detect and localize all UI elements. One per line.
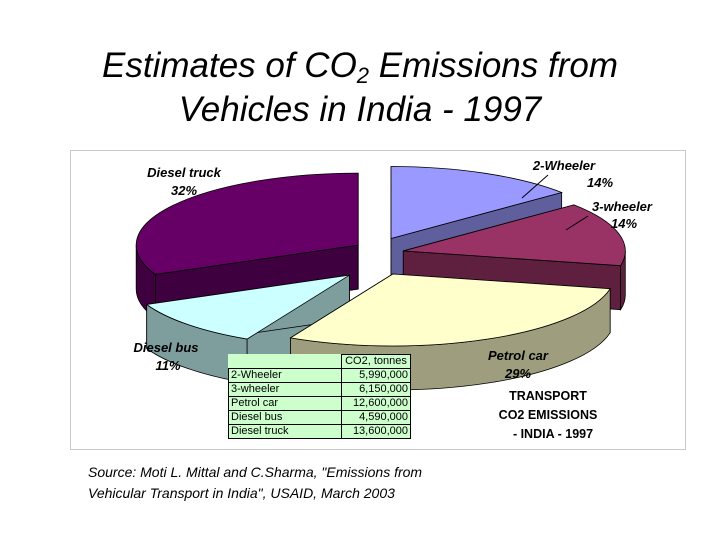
table-row: Diesel bus 4,590,000 (228, 410, 411, 425)
table-cell-value: 13,600,000 (341, 424, 411, 439)
leader-line-0 (521, 174, 549, 199)
slice-2-wheeler (390, 166, 563, 240)
table-cell-name: Diesel truck (228, 424, 342, 439)
table-cell-name: 2-Wheeler (228, 368, 342, 383)
pie-labels: 2-Wheeler 14% 3-wheeler 14% Petrol car 2… (133, 158, 652, 441)
title-line-2: Vehicles in India - 1997 (178, 90, 542, 129)
label-pct-diesel-truck: 32% (171, 183, 197, 198)
slice-diesel-truck (135, 172, 359, 275)
data-table: CO2, tonnes 2-Wheeler 5,990,000 3-wheeler… (228, 354, 411, 439)
label-name-petrol-car: Petrol car (488, 348, 549, 363)
label-name-diesel-bus: Diesel bus (133, 340, 198, 355)
title-line-1: Estimates of CO2 Emissions from (0, 44, 720, 88)
source-line-2: Vehicular Transport in India", USAID, Ma… (88, 485, 395, 501)
label-name-2-wheeler: 2-Wheeler (532, 158, 596, 173)
slice-petrol-car (289, 273, 611, 347)
source-note: Source: Moti L. Mittal and C.Sharma, "Em… (88, 462, 422, 504)
annotation-line-2: CO2 EMISSIONS (499, 408, 598, 422)
table-cell-name: 3-wheeler (228, 382, 342, 397)
table-row: Petrol car 12,600,000 (228, 396, 411, 411)
title-subscript: 2 (356, 63, 370, 88)
annotation-line-1: TRANSPORT (509, 389, 587, 403)
label-name-3-wheeler: 3-wheeler (592, 199, 653, 214)
table-cell-value: 4,590,000 (341, 410, 411, 425)
leader-line-1 (565, 215, 589, 231)
table-cell-value: 5,990,000 (341, 368, 411, 383)
table-cell-value: 6,150,000 (341, 382, 411, 397)
label-pct-petrol-car: 29% (504, 366, 531, 381)
label-pct-3-wheeler: 14% (611, 216, 637, 231)
source-line-1: Source: Moti L. Mittal and C.Sharma, "Em… (88, 464, 423, 480)
title-part-1: Estimates of CO (102, 46, 357, 85)
title-part-2: Emissions from (369, 46, 618, 85)
label-name-diesel-truck: Diesel truck (147, 165, 221, 180)
table-corner (228, 354, 342, 369)
annotation-line-3: - INDIA - 1997 (513, 427, 593, 441)
table-cell-value: 12,600,000 (341, 396, 411, 411)
table-row: 2-Wheeler 5,990,000 (228, 368, 411, 383)
table-row: 3-wheeler 6,150,000 (228, 382, 411, 397)
table-row: Diesel truck 13,600,000 (228, 424, 411, 439)
slice-diesel-bus (145, 274, 350, 340)
slide-title: Estimates of CO2 Emissions from Vehicles… (0, 44, 720, 132)
label-pct-2-wheeler: 14% (587, 175, 613, 190)
label-pct-diesel-bus: 11% (155, 358, 180, 373)
table-header-row: CO2, tonnes (228, 354, 411, 369)
table-cell-name: Petrol car (228, 396, 342, 411)
table-header: CO2, tonnes (341, 354, 411, 369)
slice-3-wheeler (403, 204, 626, 267)
table-cell-name: Diesel bus (228, 410, 342, 425)
